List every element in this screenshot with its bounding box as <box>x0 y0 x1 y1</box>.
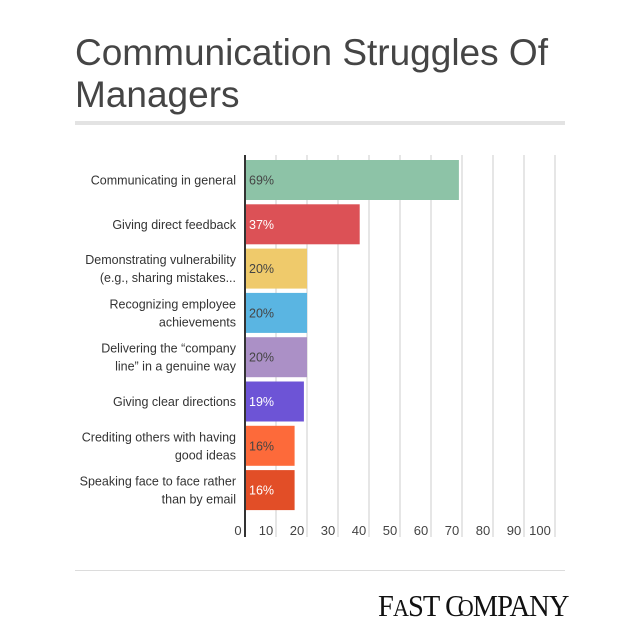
bar <box>245 337 307 378</box>
chart-title: Communication Struggles Of Managers <box>75 32 548 115</box>
bar <box>245 470 295 511</box>
category-label: (e.g., sharing mistakes... <box>100 271 236 285</box>
bar <box>245 160 459 200</box>
x-tick-label: 10 <box>259 523 273 538</box>
x-tick-label: 60 <box>414 523 428 538</box>
data-label: 69% <box>249 174 274 188</box>
category-label: Speaking face to face rather <box>80 475 236 489</box>
bar <box>245 248 307 289</box>
bar-chart: 0 10 20 30 40 50 60 70 80 90 100 69% Communicating i… <box>80 155 556 538</box>
x-tick-label: 30 <box>321 523 335 538</box>
data-label: 20% <box>249 262 274 276</box>
x-tick-label: 20 <box>290 523 304 538</box>
category-label: Giving clear directions <box>113 395 236 409</box>
x-tick-label: 0 <box>234 523 241 538</box>
title-divider <box>75 121 565 125</box>
category-label: good ideas <box>175 448 236 462</box>
data-label: 16% <box>249 439 274 453</box>
x-tick-label: 40 <box>352 523 366 538</box>
category-label: Crediting others with having <box>82 430 236 444</box>
x-tick-label: 70 <box>445 523 459 538</box>
data-label: 20% <box>249 306 274 320</box>
data-label: 19% <box>249 395 274 409</box>
category-label: Giving direct feedback <box>112 218 236 232</box>
category-label: Communicating in general <box>91 174 236 188</box>
x-tick-label: 90 <box>507 523 521 538</box>
category-label: achievements <box>159 315 236 329</box>
x-tick-label: 100 <box>529 523 551 538</box>
data-label: 16% <box>249 484 274 498</box>
category-label: Recognizing employee <box>110 297 237 311</box>
category-label: than by email <box>162 493 236 507</box>
category-label: line” in a genuine way <box>115 360 237 374</box>
footer-divider <box>75 570 565 571</box>
x-tick-label: 80 <box>476 523 490 538</box>
data-label: 37% <box>249 218 274 232</box>
category-label: Delivering the “company <box>101 342 237 356</box>
bar <box>245 292 307 333</box>
fast-company-logo: FAST COMPANY <box>378 588 569 623</box>
category-label: Demonstrating vulnerability <box>85 253 237 267</box>
bar <box>245 204 360 245</box>
bar <box>245 425 295 466</box>
data-label: 20% <box>249 351 274 365</box>
bar <box>245 381 304 422</box>
x-tick-label: 50 <box>383 523 397 538</box>
